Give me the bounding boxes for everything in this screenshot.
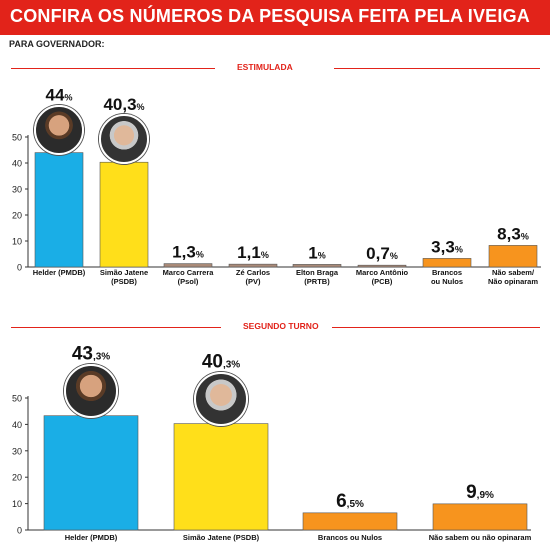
data-label: 1% (308, 243, 325, 262)
bar (422, 258, 472, 268)
bar (34, 152, 84, 268)
data-label: 6,5% (336, 491, 364, 512)
x-tick-label: ou Nulos (431, 277, 463, 286)
x-tick-label: Marco Carrera (163, 268, 215, 277)
data-label: 3,3% (431, 237, 463, 256)
bar (163, 263, 213, 268)
x-tick-label: Brancos (432, 268, 462, 277)
x-tick-label: Helder (PMDB) (33, 268, 86, 277)
candidate-photo-helder (64, 363, 118, 418)
y-tick-label: 0 (17, 526, 22, 536)
x-tick-label: (Psol) (178, 277, 199, 286)
y-tick-label: 20 (12, 211, 22, 221)
bar (173, 423, 269, 531)
bar (432, 503, 528, 531)
bar (357, 264, 407, 268)
x-tick-label: Elton Braga (296, 268, 339, 277)
y-tick-label: 50 (12, 394, 22, 404)
chart-2-title: SEGUNDO TURNO (243, 321, 319, 331)
bar (488, 245, 538, 268)
x-tick-label: Não opinaram (488, 277, 538, 286)
y-tick-label: 40 (12, 159, 22, 169)
bar (292, 264, 342, 268)
x-tick-label: Brancos ou Nulos (318, 533, 382, 542)
data-label: 0,7% (366, 244, 398, 263)
data-label: 1,1% (237, 243, 269, 262)
y-tick-label: 40 (12, 420, 22, 430)
y-tick-label: 10 (12, 237, 22, 247)
section-rule-left-1 (11, 68, 215, 69)
data-label: 40,3% (103, 95, 144, 114)
y-tick-label: 30 (12, 185, 22, 195)
bar (43, 415, 139, 531)
data-label: 40,3% (202, 352, 240, 373)
y-tick-label: 10 (12, 499, 22, 509)
bar (228, 263, 278, 268)
section-rule-right-2 (332, 327, 540, 328)
y-tick-label: 0 (17, 263, 22, 273)
x-tick-label: Marco Antônio (356, 268, 409, 277)
x-tick-label: (PRTB) (304, 277, 330, 286)
x-tick-label: Zé Carlos (236, 268, 270, 277)
chart-1-title: ESTIMULADA (237, 62, 293, 72)
section-rule-right-1 (334, 68, 540, 69)
y-tick-label: 50 (12, 133, 22, 143)
x-tick-label: Não sabem ou não opinaram (429, 533, 532, 542)
section-rule-left-2 (11, 327, 221, 328)
candidate-photo-jatene (194, 371, 248, 426)
x-tick-label: (PCB) (372, 277, 393, 286)
data-label: 44% (46, 86, 73, 105)
data-label: 1,3% (172, 243, 204, 262)
data-label: 43,3% (72, 344, 110, 365)
y-tick-label: 20 (12, 473, 22, 483)
candidate-photo-jatene (99, 114, 149, 165)
x-tick-label: (PSDB) (111, 277, 137, 286)
x-tick-label: Não sabem/ (492, 268, 535, 277)
x-tick-label: (PV) (246, 277, 262, 286)
page-title: CONFIRA OS NÚMEROS DA PESQUISA FEITA PEL… (10, 6, 530, 26)
bar (99, 161, 149, 268)
x-tick-label: Helder (PMDB) (65, 533, 118, 542)
x-tick-label: Simão Jatene (100, 268, 148, 277)
y-tick-label: 30 (12, 446, 22, 456)
page-subtitle: PARA GOVERNADOR: (9, 39, 105, 49)
data-label: 9,9% (466, 482, 494, 503)
title-banner (0, 0, 550, 35)
bar (302, 512, 398, 531)
candidate-photo-helder (34, 104, 84, 155)
data-label: 8,3% (497, 224, 529, 243)
x-tick-label: Simão Jatene (PSDB) (183, 533, 260, 542)
